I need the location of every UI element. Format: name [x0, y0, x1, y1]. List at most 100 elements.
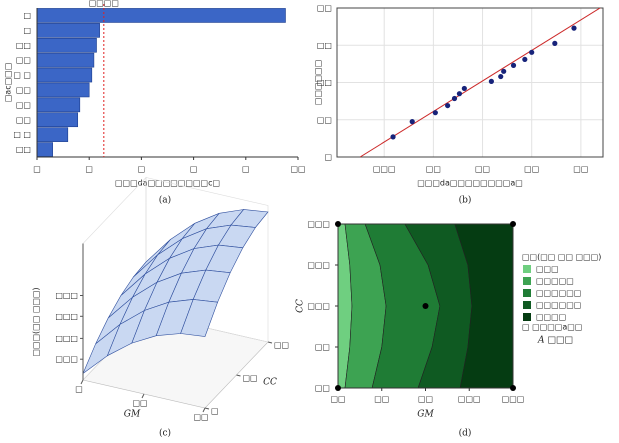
y-axis-title: CC	[296, 299, 306, 313]
y-axis-title: CC	[263, 378, 277, 388]
y-tick-label: □	[211, 407, 219, 416]
bar	[36, 112, 79, 128]
y-tick-label: □ □	[13, 71, 31, 80]
x-tick-label: □□	[426, 165, 441, 174]
y-axis-title: □ac□□□	[4, 63, 13, 103]
design-point	[335, 385, 341, 391]
x-tick-label: □	[33, 165, 41, 174]
legend-title: □□(□□ □□ □□□)	[522, 253, 601, 262]
x-tick-label: □□	[475, 165, 490, 174]
x-tick-label: □□□	[373, 165, 396, 174]
legend-label: □□□□□□	[536, 289, 581, 298]
x-axis-title: □□□da□□□□□□□□a□	[417, 179, 523, 188]
y-tick-label: □□	[274, 341, 289, 350]
legend-swatch	[523, 301, 531, 309]
point	[522, 56, 528, 63]
x-tick-label: □	[242, 165, 250, 174]
x-tick-label: □□	[330, 395, 345, 404]
z-tick-label: □□□	[55, 355, 78, 364]
z-axis-title: □□□(□□ □□□)	[32, 287, 41, 356]
bar	[36, 127, 69, 142]
y-tick-label: □□	[317, 41, 332, 50]
reference-label: □□□□	[89, 0, 119, 8]
tick-mark	[267, 341, 273, 344]
x-tick-label: □□	[524, 165, 539, 174]
bar	[36, 67, 93, 83]
tick-mark	[236, 374, 241, 377]
x-tick-label: □	[138, 165, 146, 174]
caption: (a)	[159, 195, 171, 206]
legend-label: □□□□□□	[536, 301, 581, 310]
x-tick-label: □□	[374, 395, 389, 404]
y-tick-label: □ □	[13, 130, 31, 139]
point	[488, 78, 494, 84]
y-tick-label: □	[23, 11, 31, 20]
y-tick-label: □□	[16, 115, 31, 124]
z-tick-label: □□□	[55, 334, 78, 343]
y-tick-label: □	[324, 153, 332, 162]
legend-label: □□□	[536, 265, 559, 274]
point	[529, 49, 535, 55]
x-tick-label: □□	[290, 165, 305, 174]
legend-label: □□□□□	[536, 277, 574, 286]
bar	[36, 52, 95, 68]
point	[498, 73, 504, 80]
x-axis-title: GM	[124, 410, 141, 420]
tick-mark	[80, 379, 84, 385]
design-point	[422, 303, 429, 309]
bar	[36, 82, 90, 98]
x-tick-label: □	[75, 385, 83, 394]
legend-swatch	[523, 313, 531, 321]
z-tick-label: □□□	[55, 291, 78, 300]
y-tick-label: □□	[16, 100, 31, 109]
y-tick-label: □□	[16, 145, 31, 154]
y-tick-label: □□	[317, 78, 332, 87]
x-tick-label: □□	[132, 399, 147, 408]
x-tick-label: □□□	[458, 395, 481, 404]
design-point	[510, 385, 516, 391]
y-tick-label: □□	[243, 374, 258, 383]
fit-line	[359, 8, 601, 157]
tick-mark	[202, 407, 206, 413]
design-point	[335, 221, 341, 227]
plot-frame	[336, 7, 604, 158]
bar	[36, 23, 100, 38]
y-tick-label: □□	[317, 115, 332, 124]
legend-swatch	[523, 265, 531, 273]
bar	[36, 97, 81, 113]
point	[456, 91, 463, 97]
legend-note: A □□□	[537, 336, 573, 346]
point	[510, 62, 517, 68]
z-tick-label: □□□	[55, 312, 78, 321]
tick-mark	[141, 393, 145, 399]
y-tick-label: □□	[16, 85, 31, 94]
y-tick-label: □□	[16, 41, 31, 50]
design-point	[510, 221, 516, 227]
x-tick-label: □□	[193, 413, 208, 422]
x-tick-label: □□□	[502, 395, 525, 404]
legend-swatch	[523, 289, 531, 297]
y-tick-label: □□□	[307, 220, 330, 229]
y-tick-label: □□	[317, 4, 332, 13]
point	[390, 134, 396, 140]
point	[461, 85, 467, 92]
bar	[36, 8, 286, 23]
back-wall	[145, 177, 269, 343]
bar	[36, 142, 53, 157]
surface-patch	[180, 299, 219, 337]
legend-note: □ □□□□a□□	[522, 323, 582, 332]
point	[432, 110, 438, 116]
x-tick-label: □	[190, 165, 198, 174]
point	[552, 40, 558, 46]
point	[571, 25, 577, 31]
point	[445, 102, 451, 109]
x-tick-label: □□	[573, 165, 588, 174]
x-axis-title: □□□da□□□□□□□□c□	[115, 179, 220, 188]
tick-mark	[204, 407, 210, 410]
y-axis-title: □□□□□□	[314, 60, 323, 105]
x-tick-label: □	[85, 165, 93, 174]
x-tick-label: □□	[418, 395, 433, 404]
point	[501, 68, 507, 74]
y-tick-label: □□□	[307, 302, 330, 311]
point	[451, 95, 458, 102]
